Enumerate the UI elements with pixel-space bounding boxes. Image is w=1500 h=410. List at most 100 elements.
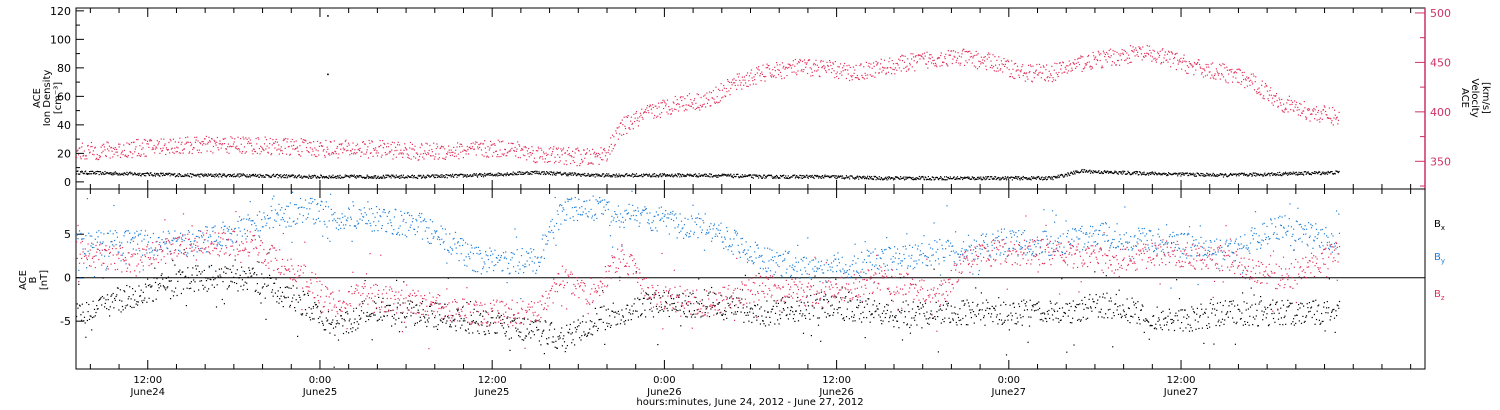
data-point <box>347 142 350 144</box>
data-point <box>1222 176 1225 178</box>
data-point <box>889 57 891 59</box>
data-point <box>678 103 680 105</box>
data-point <box>714 102 716 104</box>
data-point <box>713 98 715 100</box>
data-point <box>846 176 848 178</box>
data-point <box>251 174 253 176</box>
data-point <box>646 174 649 176</box>
data-point <box>511 147 513 149</box>
data-point <box>322 177 324 179</box>
data-point <box>617 127 619 129</box>
data-point <box>1308 172 1310 174</box>
data-point <box>448 145 450 147</box>
data-point <box>104 149 106 151</box>
data-point <box>556 347 558 349</box>
data-point <box>762 320 764 322</box>
data-point <box>1157 53 1159 55</box>
data-point <box>499 149 501 151</box>
data-point <box>652 106 654 109</box>
data-point <box>926 178 928 180</box>
data-point <box>1013 63 1015 65</box>
data-point <box>971 55 973 58</box>
data-point <box>1124 171 1126 173</box>
data-point <box>536 170 538 173</box>
data-point <box>189 141 191 143</box>
data-point <box>1201 175 1203 177</box>
data-point <box>188 288 190 290</box>
data-point <box>1072 61 1074 64</box>
data-point <box>919 58 921 60</box>
data-point <box>733 78 735 80</box>
data-point <box>1082 56 1084 58</box>
data-point <box>1066 65 1068 67</box>
data-point <box>689 173 691 175</box>
data-point <box>979 61 981 63</box>
density-tick-label: 0 <box>64 176 71 189</box>
data-point <box>397 176 399 178</box>
data-point <box>797 70 799 72</box>
data-point <box>820 176 822 178</box>
data-point <box>1237 173 1239 176</box>
data-point <box>1146 172 1148 174</box>
data-point <box>1307 171 1309 173</box>
data-point <box>415 304 417 306</box>
data-point <box>910 53 912 55</box>
data-point <box>712 97 714 99</box>
data-point <box>505 335 507 337</box>
data-point <box>342 177 344 179</box>
data-point <box>1244 173 1246 176</box>
data-point <box>568 332 570 334</box>
data-point <box>544 158 546 160</box>
data-point <box>524 146 526 148</box>
data-point <box>454 174 456 176</box>
data-point <box>1299 115 1301 117</box>
data-point <box>1105 59 1107 61</box>
data-point <box>310 142 312 144</box>
data-point <box>232 143 235 145</box>
data-point <box>429 305 431 307</box>
data-point <box>738 73 740 75</box>
data-point <box>322 324 324 326</box>
data-point <box>81 319 83 321</box>
data-point <box>85 170 87 172</box>
data-point <box>1237 173 1239 175</box>
data-point <box>1324 171 1326 174</box>
data-point <box>469 323 471 325</box>
data-point <box>1288 99 1290 101</box>
data-point <box>858 78 860 81</box>
data-point <box>169 152 171 154</box>
data-point <box>787 67 789 69</box>
data-point <box>798 305 800 307</box>
data-point <box>307 151 309 153</box>
data-point <box>190 281 192 283</box>
data-point <box>99 171 101 173</box>
data-point <box>661 102 663 104</box>
data-point <box>1166 175 1168 177</box>
data-point <box>626 304 628 306</box>
data-point <box>1233 72 1236 74</box>
data-point <box>665 105 667 107</box>
data-point <box>586 152 588 154</box>
data-point <box>579 322 581 324</box>
data-point <box>639 174 641 177</box>
data-point <box>641 313 643 315</box>
bottom-panel-series <box>76 190 1341 368</box>
data-point <box>1225 174 1227 176</box>
data-point <box>186 175 188 177</box>
data-point <box>1072 173 1074 175</box>
data-point <box>856 74 858 77</box>
data-point <box>615 174 617 176</box>
data-point <box>683 175 685 177</box>
data-point <box>993 65 995 68</box>
data-point <box>102 150 104 152</box>
density-tick-label: 60 <box>57 90 71 103</box>
data-point <box>591 334 594 336</box>
data-point <box>645 111 647 114</box>
data-point <box>741 298 743 300</box>
data-point <box>928 57 930 59</box>
data-point <box>661 112 663 114</box>
data-point <box>576 174 578 176</box>
data-point <box>407 175 410 177</box>
data-point <box>1067 172 1069 174</box>
data-point <box>834 61 836 63</box>
